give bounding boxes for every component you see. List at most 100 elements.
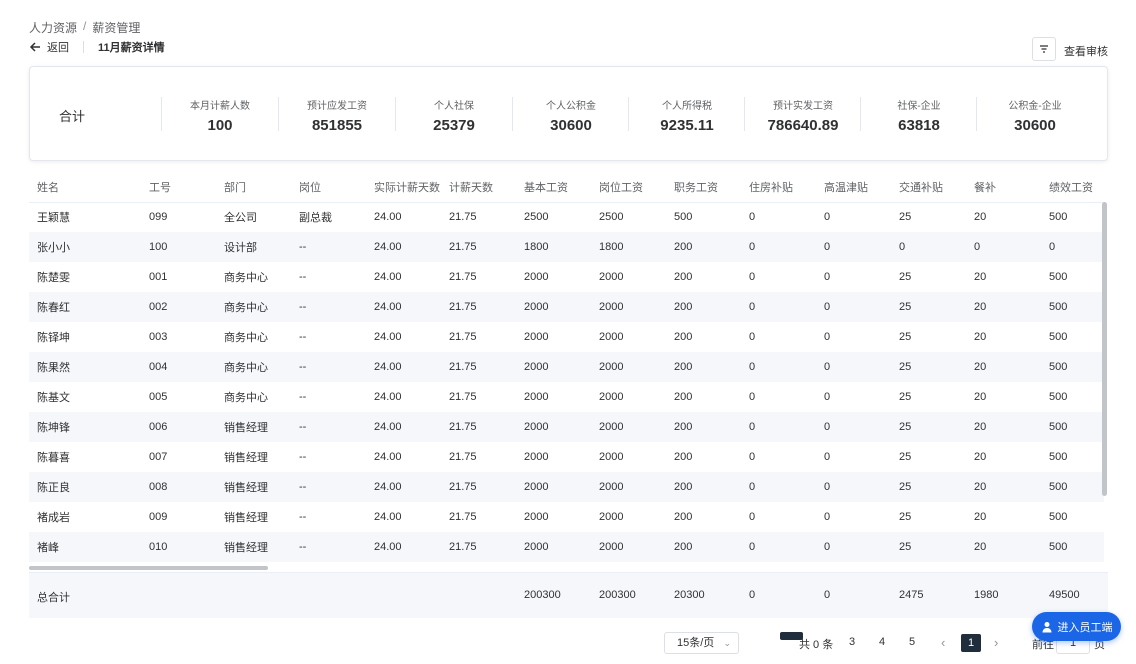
table-row[interactable]: 褚峰 010 销售经理 -- 24.00 21.75 2000 2000 200 0 0 25 20 50…	[29, 532, 1104, 562]
table-cell: 陈铎坤	[37, 332, 70, 344]
table-cell: 商务中心	[216, 352, 291, 382]
table-cell: 500	[1041, 292, 1104, 322]
table-cell: 500	[1049, 511, 1068, 523]
table-row[interactable]: 陈暮喜 007 销售经理 -- 24.00 21.75 2000 2000 200 0 0 25 20 5…	[29, 442, 1104, 472]
table-cell: 200	[666, 232, 741, 262]
breadcrumb-hr[interactable]: 人力资源	[29, 21, 78, 35]
stat-title: 个人公积金	[546, 101, 596, 112]
table-cell: 0	[741, 472, 816, 502]
table-cell: 25	[891, 472, 966, 502]
table-cell: 2000	[591, 412, 666, 442]
chevron-left-icon[interactable]: ‹	[941, 635, 946, 650]
column-header: 计薪天数	[441, 172, 516, 203]
table-row[interactable]: 王颖慧 099 全公司 副总裁 24.00 21.75 2500 2500 500 0 0 25 20 5…	[29, 202, 1104, 232]
view-review-link[interactable]: 查看审核	[1064, 46, 1108, 58]
table-cell: 2000	[599, 511, 624, 523]
chevron-right-icon[interactable]: ›	[994, 635, 999, 650]
stat-headcount: 本月计薪人数 100	[161, 97, 278, 134]
table-cell: 陈果然	[29, 352, 141, 382]
page-size-select[interactable]: 15条/页 ⌄	[664, 632, 739, 654]
title-bar: 返回 11月薪资详情	[29, 39, 165, 55]
table-row[interactable]: 陈基文 005 商务中心 -- 24.00 21.75 2000 2000 200 0 0 25 20 5…	[29, 382, 1104, 412]
table-cell: 21.75	[449, 451, 477, 463]
table-cell: 24.00	[374, 391, 402, 403]
table-row[interactable]: 陈铎坤 003 商务中心 -- 24.00 21.75 2000 2000 200 0 0 25 20 5…	[29, 322, 1104, 352]
horizontal-scrollbar[interactable]	[29, 566, 268, 570]
stat-value: 30600	[550, 117, 592, 134]
table-cell: 24.00	[366, 472, 441, 502]
enter-employee-button[interactable]: 进入员工端	[1032, 612, 1121, 641]
table-cell: 004	[141, 352, 216, 382]
user-icon	[1042, 621, 1051, 632]
table-row[interactable]: 陈春红 002 商务中心 -- 24.00 21.75 2000 2000 200 0 0 25 20 5…	[29, 292, 1104, 322]
table-cell: --	[299, 451, 307, 463]
table-cell: 0	[824, 511, 831, 523]
stat-title: 个人社保	[434, 101, 474, 112]
table-cell: 张小小	[29, 232, 141, 262]
column-header: 姓名	[29, 172, 141, 203]
back-button[interactable]: 返回	[29, 39, 69, 55]
table-cell: 0	[824, 391, 831, 403]
table-cell: 褚峰	[29, 532, 141, 562]
arrow-left-icon	[29, 42, 40, 52]
breadcrumb: 人力资源 / 薪资管理	[29, 19, 140, 36]
table-cell: 0	[749, 391, 756, 403]
footer-label: 总合计	[37, 592, 70, 604]
stat-value: 851855	[311, 117, 363, 134]
table-cell: 007	[149, 451, 168, 463]
table-cell: 2000	[591, 292, 666, 322]
page-current[interactable]: 1	[961, 634, 981, 652]
table-row[interactable]: 陈果然 004 商务中心 -- 24.00 21.75 2000 2000 200 0 0 25 20 5…	[29, 352, 1104, 382]
table-cell: 1800	[591, 232, 666, 262]
table-cell: 20	[974, 271, 987, 283]
page-size-value: 15条/页	[677, 637, 715, 649]
table-row[interactable]: 陈坤锋 006 销售经理 -- 24.00 21.75 2000 2000 200 0 0 25 20 5…	[29, 412, 1104, 442]
filter-button[interactable]	[1032, 37, 1056, 61]
table-cell: 200	[674, 451, 693, 463]
table-cell: 24.00	[374, 511, 402, 523]
table-header: 姓名 工号 部门 岗位 实际计薪天数 计薪天数 基本工资 岗位工资 职务工资 住房补贴 高温津贴 交通…	[29, 172, 1104, 203]
table-cell: 0	[816, 532, 891, 562]
salary-table: 姓名 工号 部门 岗位 实际计薪天数 计薪天数 基本工资 岗位工资 职务工资 住房补贴 高温津贴 交通…	[29, 172, 1108, 562]
table-cell: 0	[824, 451, 831, 463]
table-cell: 500	[674, 211, 693, 224]
stat-income-tax: 个人所得税 9235.11	[628, 97, 745, 134]
table-cell: 21.75	[441, 532, 516, 562]
table-cell: 21.75	[449, 331, 477, 343]
stat-personal-fund: 个人公积金 30600	[512, 97, 629, 134]
table-row[interactable]: 陈楚雯 001 商务中心 -- 24.00 21.75 2000 2000 200 0 0 25 20 5…	[29, 262, 1104, 292]
table-cell: 商务中心	[224, 272, 268, 284]
table-cell: 陈楚雯	[37, 272, 70, 284]
column-header: 岗位工资	[591, 172, 666, 203]
table-cell: 25	[891, 532, 966, 562]
enter-employee-label: 进入员工端	[1057, 621, 1113, 634]
stat-title: 预计应发工资	[307, 101, 367, 112]
table-cell: 0	[824, 271, 831, 283]
table-cell: 20	[974, 511, 987, 523]
table-cell: 王颖慧	[37, 212, 70, 225]
table-cell: 销售经理	[224, 452, 268, 464]
table-cell: 20	[974, 211, 987, 224]
table-cell: 0	[816, 292, 891, 322]
summary-label: 合计	[59, 109, 86, 124]
footer-perf: 49500	[1049, 589, 1080, 601]
table-cell: 24.00	[366, 412, 441, 442]
footer-post: 200300	[599, 589, 636, 601]
page-4[interactable]: 4	[878, 636, 886, 648]
page-3[interactable]: 3	[848, 636, 856, 648]
page-5[interactable]: 5	[908, 636, 916, 648]
vertical-scrollbar[interactable]	[1102, 202, 1107, 496]
table-row[interactable]: 陈正良 008 销售经理 -- 24.00 21.75 2000 2000 200 0 0 25 20 5…	[29, 472, 1104, 502]
table-cell: 2000	[516, 412, 591, 442]
table-cell: --	[291, 412, 366, 442]
column-header: 实际计薪天数	[366, 172, 441, 203]
table-cell: 20	[974, 451, 987, 463]
table-cell: 500	[1049, 391, 1068, 403]
table-cell: 2000	[599, 451, 624, 463]
table-row[interactable]: 张小小 100 设计部 -- 24.00 21.75 1800 1800 200 0 0 0 0 0	[29, 232, 1104, 262]
table-cell: 25	[899, 511, 912, 523]
table-row[interactable]: 褚成岩 009 销售经理 -- 24.00 21.75 2000 2000 200 0 0 25 20 5…	[29, 502, 1104, 532]
table-cell: 褚成岩	[37, 512, 70, 524]
table-cell: --	[291, 232, 366, 262]
tooltip-mask	[780, 632, 803, 640]
